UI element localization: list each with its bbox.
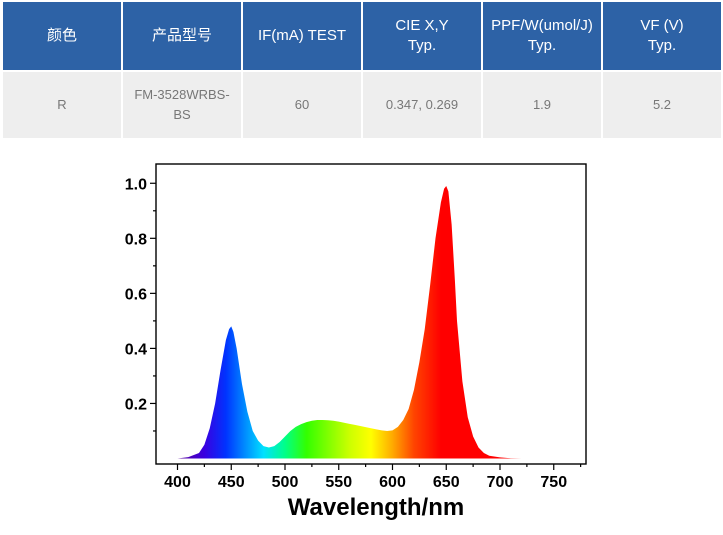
plot-frame xyxy=(155,163,587,465)
header-cie-line1: CIE X,Y xyxy=(395,17,449,34)
header-if-test-text: IF(mA) TEST xyxy=(257,27,347,44)
header-ppf: PPF/W(umol/J) Typ. xyxy=(483,2,601,70)
x-tick-label: 700 xyxy=(487,474,514,491)
header-ppf-line1: PPF/W(umol/J) xyxy=(491,17,593,34)
header-color: 颜色 xyxy=(3,2,121,70)
cell-cie: 0.347, 0.269 xyxy=(363,70,481,138)
header-model: 产品型号 xyxy=(123,2,241,70)
cell-model: FM-3528WRBS- BS xyxy=(123,70,241,138)
axes: 400 450 500 550 600 650 700 750 0.2 0.4 0.6 0.8 1.0 xyxy=(125,176,582,491)
x-tick-label: 450 xyxy=(218,474,245,491)
cell-vf-text: 5.2 xyxy=(652,97,672,112)
table-header-row: 颜色 产品型号 IF(mA) TEST CIE X,Y Typ. PPF/W(u… xyxy=(3,2,721,70)
cell-model-line1: FM-3528WRBS- xyxy=(134,87,230,102)
cell-vf: 5.2 xyxy=(603,70,721,138)
spec-table: 颜色 产品型号 IF(mA) TEST CIE X,Y Typ. PPF/W(u… xyxy=(1,2,723,138)
y-tick-label: 0.2 xyxy=(125,396,147,413)
cell-ppf-text: 1.9 xyxy=(532,97,552,112)
header-vf-line2: Typ. xyxy=(647,37,677,54)
spectrum-chart: 400 450 500 550 600 650 700 7500.20.40.60.81.0 … xyxy=(125,163,587,521)
y-tick-label: 0.4 xyxy=(125,341,147,358)
header-color-text: 颜色 xyxy=(46,27,77,44)
header-vf: VF (V) Typ. xyxy=(603,2,721,70)
cell-cie-text: 0.347, 0.269 xyxy=(385,97,459,112)
cell-if-test-text: 60 xyxy=(294,97,310,112)
x-tick-label: 750 xyxy=(540,474,567,491)
x-tick-label: 550 xyxy=(325,474,352,491)
x-tick-label: 500 xyxy=(272,474,299,491)
header-cie: CIE X,Y Typ. xyxy=(363,2,481,70)
x-tick-label: 650 xyxy=(433,474,460,491)
cell-model-line2: BS xyxy=(173,107,191,122)
plot-area xyxy=(177,186,554,459)
table-row: R FM-3528WRBS- BS 60 0.347, 0.269 1.9 5.… xyxy=(3,70,721,138)
spectrum-area xyxy=(177,186,554,459)
cell-if-test: 60 xyxy=(243,70,361,138)
cell-color-text: R xyxy=(57,97,67,112)
y-tick-label: 1.0 xyxy=(125,176,147,193)
header-if-test: IF(mA) TEST xyxy=(243,2,361,70)
cell-color: R xyxy=(3,70,121,138)
header-ppf-line2: Typ. xyxy=(527,37,557,54)
header-model-text: 产品型号 xyxy=(151,27,212,44)
x-axis-title: Wavelength/nm xyxy=(288,494,464,521)
y-tick-label: 0.8 xyxy=(125,231,147,248)
y-tick-label: 0.6 xyxy=(125,286,147,303)
x-tick-label: 600 xyxy=(379,474,406,491)
x-tick-label: 400 xyxy=(164,474,191,491)
header-vf-line1: VF (V) xyxy=(640,17,684,34)
cell-ppf: 1.9 xyxy=(483,70,601,138)
header-cie-line2: Typ. xyxy=(407,37,437,54)
